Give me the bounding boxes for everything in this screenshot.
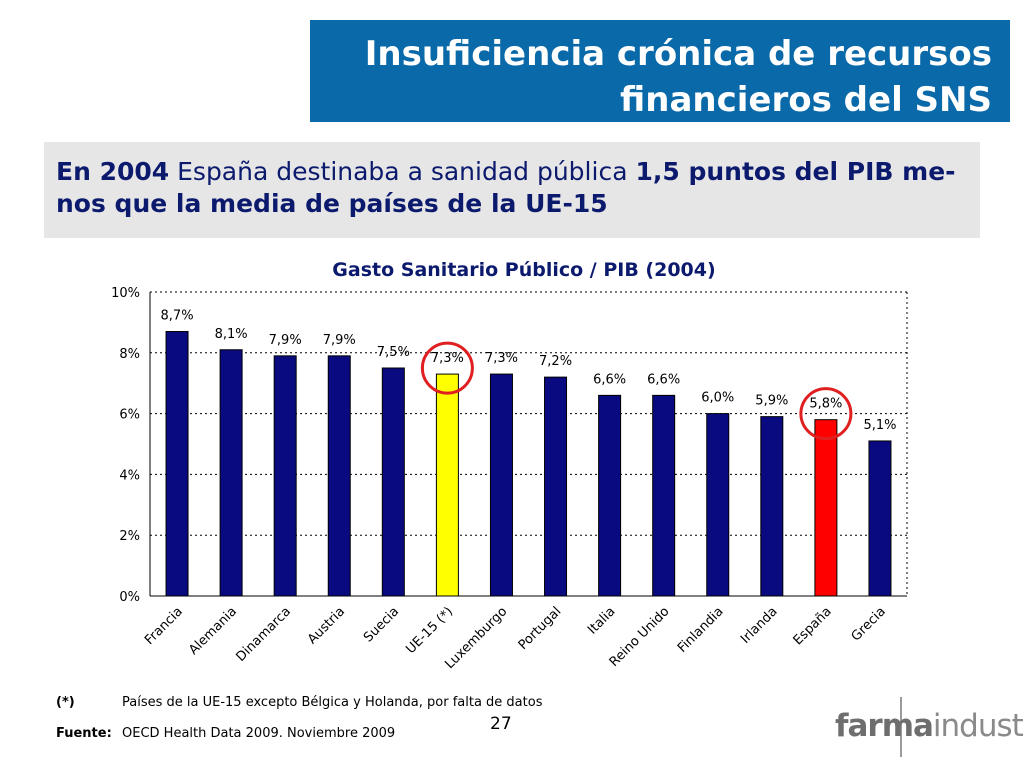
- data-label: 5,8%: [809, 397, 842, 412]
- page-title-line2: financieros del SNS: [620, 80, 992, 120]
- headline-line2: nos que la media de países de la UE-15: [56, 189, 608, 218]
- footnote-text: Países de la UE-15 excepto Bélgica y Hol…: [122, 695, 543, 710]
- bar: [273, 355, 297, 597]
- bar: [760, 416, 784, 597]
- y-tick-label: 2%: [119, 529, 140, 544]
- data-label: 7,2%: [539, 354, 572, 369]
- bar: [652, 394, 676, 597]
- bar: [381, 367, 405, 597]
- data-label: 5,1%: [863, 418, 896, 433]
- source-note: Fuente: OECD Health Data 2009. Noviembre …: [56, 726, 395, 741]
- x-tick-label: Francia: [142, 604, 186, 648]
- bar: [544, 376, 568, 597]
- data-label: 7,5%: [377, 345, 410, 360]
- y-tick-label: 0%: [119, 590, 140, 605]
- x-tick-label: España: [791, 604, 835, 648]
- data-label: 8,7%: [161, 309, 194, 324]
- x-tick-label: Grecia: [849, 604, 889, 644]
- data-label: 7,9%: [269, 333, 302, 348]
- bar: [868, 440, 892, 597]
- x-tick-label: Austria: [305, 604, 348, 647]
- logo-light-part: industria: [932, 708, 1024, 744]
- data-label: 6,0%: [701, 391, 734, 406]
- logo-divider: [900, 697, 902, 757]
- bar: [814, 419, 838, 597]
- data-label: 8,1%: [215, 327, 248, 342]
- data-label: 6,6%: [593, 372, 626, 387]
- logo-bold-part: farma: [835, 708, 934, 744]
- title-banner: Insuficiencia crónica de recursos financ…: [310, 20, 1010, 122]
- y-tick-label: 4%: [119, 468, 140, 483]
- data-label: 7,3%: [431, 351, 464, 366]
- bar: [489, 373, 513, 597]
- farmaindustria-logo: farmaindustria: [835, 708, 1024, 744]
- data-label: 5,9%: [755, 394, 788, 409]
- source-label: Fuente:: [56, 726, 112, 741]
- bar: [165, 331, 189, 597]
- x-tick-label: Irlanda: [738, 604, 781, 647]
- headline-year: En 2004: [56, 157, 170, 186]
- y-tick-label: 8%: [119, 347, 140, 362]
- x-tick-label: UE-15 (*): [403, 604, 456, 657]
- bar: [327, 355, 351, 597]
- page-number: 27: [490, 714, 512, 734]
- bar: [219, 349, 243, 597]
- x-tick-label: Alemania: [186, 604, 240, 658]
- bar: [706, 413, 730, 597]
- x-tick-label: Italia: [585, 604, 618, 637]
- x-tick-label: Dinamarca: [233, 604, 294, 665]
- headline-text: España destinaba a sanidad pública: [169, 157, 636, 186]
- x-tick-label: Portugal: [516, 604, 565, 653]
- headline-box: En 2004 España destinaba a sanidad públi…: [44, 142, 980, 238]
- footnote-label: (*): [56, 695, 75, 710]
- chart-title: Gasto Sanitario Público / PIB (2004): [332, 259, 716, 281]
- y-tick-label: 10%: [111, 286, 140, 301]
- data-label: 7,9%: [323, 333, 356, 348]
- x-tick-label: Finlandia: [675, 604, 727, 656]
- x-tick-label: Suecia: [361, 604, 402, 645]
- bar: [435, 373, 459, 597]
- data-label: 6,6%: [647, 372, 680, 387]
- page-title-line1: Insuficiencia crónica de recursos: [364, 34, 992, 74]
- bar: [598, 394, 622, 597]
- headline-emphasis: 1,5 puntos del PIB me-: [635, 157, 956, 186]
- highlight-circle: [799, 387, 853, 441]
- y-tick-label: 6%: [119, 408, 140, 423]
- footnote: (*) Países de la UE-15 excepto Bélgica y …: [56, 695, 542, 710]
- highlight-circle: [420, 341, 474, 395]
- source-text: OECD Health Data 2009. Noviembre 2009: [122, 726, 396, 741]
- headline-line1: En 2004 España destinaba a sanidad públi…: [56, 156, 956, 188]
- data-label: 7,3%: [485, 351, 518, 366]
